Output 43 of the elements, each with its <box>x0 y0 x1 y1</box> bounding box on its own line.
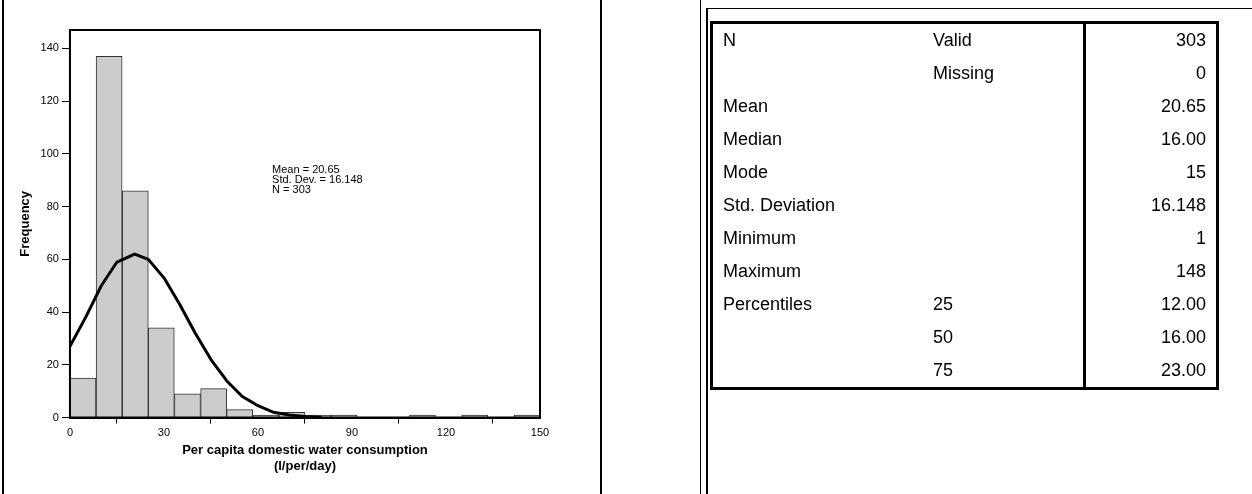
category-label: 75 <box>933 360 954 380</box>
category-label: Valid <box>933 30 972 50</box>
category-label: Std. Deviation <box>722 194 837 217</box>
data-label: 20.65 <box>1084 90 1218 123</box>
category-label: 25 <box>933 294 954 314</box>
category-label: Mode <box>722 161 770 184</box>
y-tick-label: 40 <box>46 305 59 318</box>
data-label: 16.148 <box>1084 189 1218 222</box>
y-tick-label: 140 <box>40 41 59 54</box>
category-label: N <box>722 29 737 52</box>
annotation: Std. Dev. = 16.148 <box>272 173 363 186</box>
y-axis-title: Frequency <box>17 190 33 257</box>
x-tick-label: 120 <box>436 426 456 439</box>
annotation: Mean = 20.65 <box>272 163 340 176</box>
x-tick-label: 30 <box>157 426 171 439</box>
y-tick-label: 0 <box>52 410 59 423</box>
y-tick-label: 20 <box>46 357 59 370</box>
category-label: 50 <box>933 327 954 347</box>
x-axis-title: Per capita domestic water consumption (l/per/day) <box>182 442 428 473</box>
y-tick-label: 60 <box>46 252 59 265</box>
x-tick-label: 60 <box>251 426 265 439</box>
data-label: 16.00 <box>1084 321 1218 354</box>
data-label: 23.00 <box>1084 354 1218 389</box>
data-label: 148 <box>1084 255 1218 288</box>
category-label: Mean <box>722 95 770 118</box>
category-label: Median <box>722 128 784 151</box>
x-tick-label: 0 <box>66 426 74 439</box>
data-label: 303 <box>1084 22 1218 57</box>
category-label: Minimum <box>722 227 797 250</box>
category-label: Maximum <box>722 260 802 283</box>
data-label: 15 <box>1084 156 1218 189</box>
data-label: 1 <box>1084 222 1218 255</box>
annotation: N = 303 <box>272 183 311 196</box>
data-label: 0 <box>1084 57 1218 90</box>
category-label: Percentiles <box>722 293 814 316</box>
x-tick-label: 90 <box>345 426 359 439</box>
y-tick-label: 80 <box>46 199 59 212</box>
y-tick-label: 100 <box>40 146 59 159</box>
y-tick-label: 120 <box>40 94 59 107</box>
data-label: 12.00 <box>1084 288 1218 321</box>
category-label: Missing <box>933 63 995 83</box>
data-label: 16.00 <box>1084 123 1218 156</box>
x-tick-label: 150 <box>530 426 550 439</box>
